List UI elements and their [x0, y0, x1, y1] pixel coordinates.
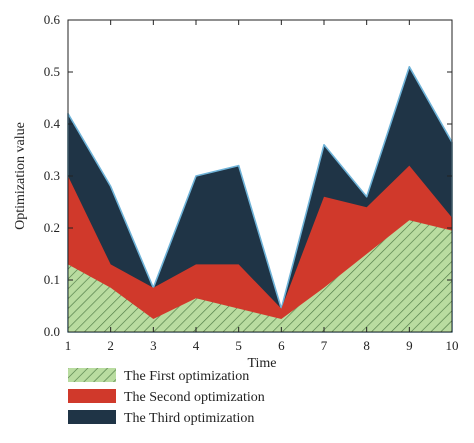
- y-tick-label: 0.5: [44, 64, 60, 79]
- x-tick-label: 6: [278, 338, 285, 353]
- x-axis-ticks: 1 2 3 4 5 6 7 8 9 10: [65, 20, 459, 353]
- legend-swatch-the-first-optimization: [68, 368, 116, 382]
- legend: The First optimization The Second optimiz…: [68, 368, 265, 426]
- y-tick-label: 0.2: [44, 220, 60, 235]
- y-tick-label: 0.6: [44, 12, 61, 27]
- y-tick-label: 0.4: [44, 116, 61, 131]
- y-axis-ticks: 0.0 0.1 0.2 0.3 0.4 0.5 0.6: [44, 12, 452, 339]
- x-tick-label: 9: [406, 338, 413, 353]
- x-tick-label: 4: [193, 338, 200, 353]
- x-tick-label: 2: [107, 338, 114, 353]
- x-axis-title: Time: [247, 356, 276, 371]
- y-axis-title: Optimization value: [13, 122, 28, 230]
- legend-swatch-the-second-optimization: [68, 389, 116, 403]
- y-tick-label: 0.3: [44, 168, 60, 183]
- x-tick-label: 10: [446, 338, 459, 353]
- x-tick-label: 5: [235, 338, 242, 353]
- y-tick-label: 0.1: [44, 272, 60, 287]
- legend-label-the-third-optimization: The Third optimization: [124, 411, 254, 426]
- series-areas: [67, 66, 453, 333]
- x-tick-label: 1: [65, 338, 72, 353]
- legend-label-the-first-optimization: The First optimization: [124, 369, 249, 384]
- x-tick-label: 8: [363, 338, 370, 353]
- y-tick-label: 0.0: [44, 324, 60, 339]
- area-the-first-optimization: [68, 220, 452, 332]
- x-tick-label: 3: [150, 338, 157, 353]
- legend-swatch-the-third-optimization: [68, 410, 116, 424]
- x-tick-label: 7: [321, 338, 328, 353]
- legend-label-the-second-optimization: The Second optimization: [124, 390, 265, 405]
